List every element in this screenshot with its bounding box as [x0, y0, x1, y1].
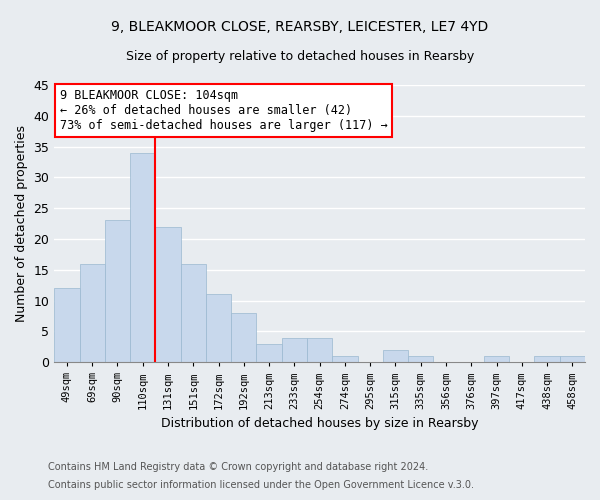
Text: 9, BLEAKMOOR CLOSE, REARSBY, LEICESTER, LE7 4YD: 9, BLEAKMOOR CLOSE, REARSBY, LEICESTER, …: [112, 20, 488, 34]
Bar: [383, 350, 408, 362]
Bar: [535, 356, 560, 362]
Y-axis label: Number of detached properties: Number of detached properties: [15, 125, 28, 322]
Text: Contains public sector information licensed under the Open Government Licence v.: Contains public sector information licen…: [48, 480, 474, 490]
Text: 9 BLEAKMOOR CLOSE: 104sqm
← 26% of detached houses are smaller (42)
73% of semi-: 9 BLEAKMOOR CLOSE: 104sqm ← 26% of detac…: [59, 89, 388, 132]
Text: Contains HM Land Registry data © Crown copyright and database right 2024.: Contains HM Land Registry data © Crown c…: [48, 462, 428, 472]
Bar: [80, 264, 105, 362]
X-axis label: Distribution of detached houses by size in Rearsby: Distribution of detached houses by size …: [161, 417, 478, 430]
Bar: [206, 294, 231, 362]
Bar: [282, 338, 307, 362]
Bar: [332, 356, 358, 362]
Bar: [560, 356, 585, 362]
Bar: [54, 288, 80, 362]
Bar: [231, 313, 256, 362]
Bar: [256, 344, 282, 362]
Bar: [408, 356, 433, 362]
Bar: [484, 356, 509, 362]
Bar: [155, 226, 181, 362]
Bar: [181, 264, 206, 362]
Bar: [105, 220, 130, 362]
Bar: [130, 152, 155, 362]
Text: Size of property relative to detached houses in Rearsby: Size of property relative to detached ho…: [126, 50, 474, 63]
Bar: [307, 338, 332, 362]
